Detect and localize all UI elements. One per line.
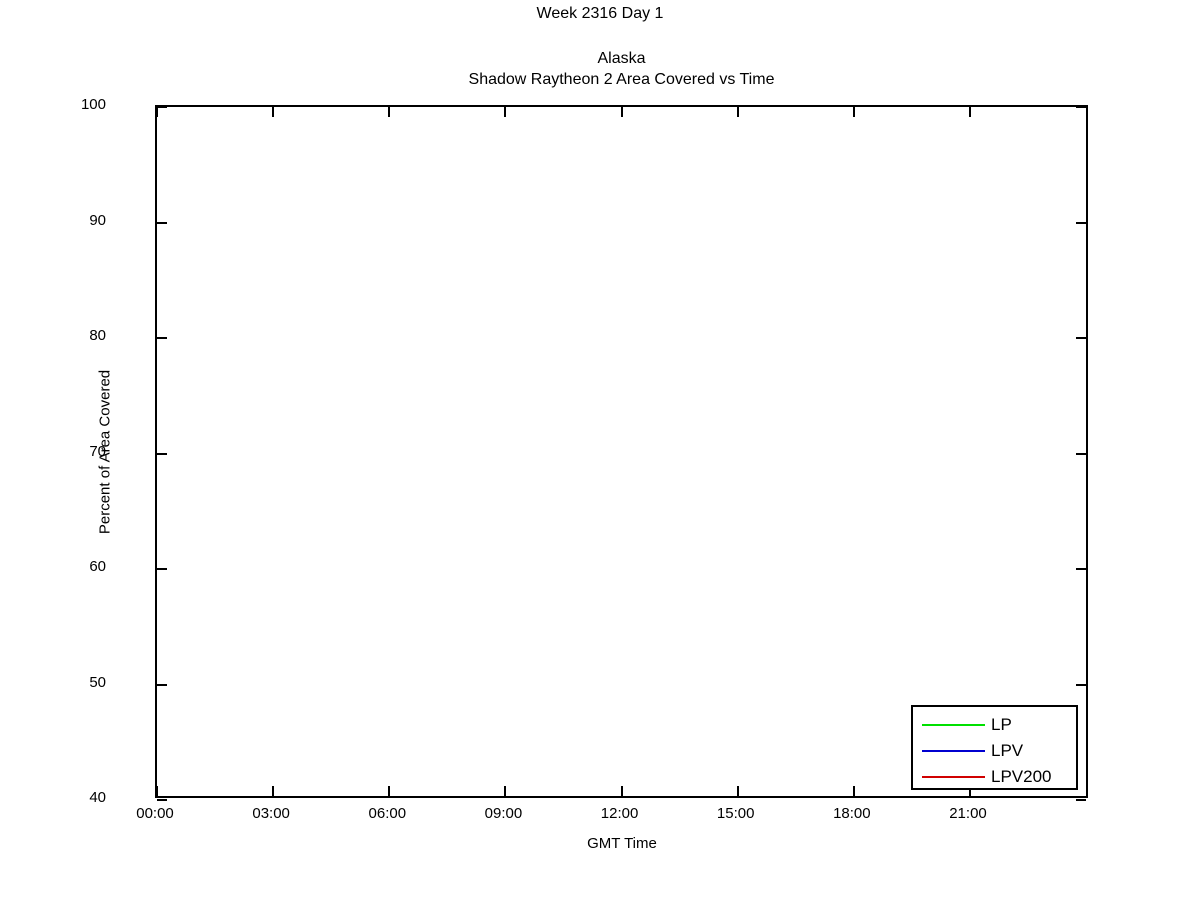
- y-tick-mark: [157, 683, 167, 686]
- y-tick-mark-right: [1076, 106, 1086, 108]
- y-tick-mark: [157, 337, 167, 339]
- x-tick-mark-top: [388, 107, 391, 117]
- x-tick-label: 12:00: [600, 805, 639, 822]
- y-tick-label: 70: [89, 442, 106, 460]
- y-tick-label: 40: [89, 789, 106, 806]
- y-tick-mark-right: [1076, 221, 1086, 224]
- y-tick-mark-right: [1076, 683, 1086, 686]
- plot-area: [157, 107, 1086, 796]
- x-tick-mark-top: [156, 107, 158, 117]
- legend-entry[interactable]: LPV: [913, 737, 1076, 764]
- legend-color-swatch: [922, 775, 985, 778]
- x-tick-mark: [388, 786, 391, 796]
- legend-entry[interactable]: LP: [913, 711, 1076, 738]
- x-tick-label: 00:00: [136, 805, 174, 822]
- x-tick-mark: [156, 786, 158, 796]
- y-tick-mark-right: [1076, 799, 1086, 801]
- y-tick-mark: [157, 799, 167, 801]
- x-tick-mark: [736, 786, 739, 796]
- y-tick-mark-right: [1076, 452, 1086, 455]
- legend-entry[interactable]: LPV200: [913, 763, 1076, 790]
- x-tick-label: 06:00: [368, 805, 407, 822]
- chart-title: Alaska: [597, 50, 646, 67]
- x-tick-label: 09:00: [484, 805, 523, 822]
- y-tick-label: 60: [89, 558, 106, 575]
- x-tick-label: 18:00: [833, 805, 871, 822]
- series-canvas: [157, 107, 1086, 796]
- x-tick-mark-top: [736, 107, 739, 117]
- x-tick-label: 21:00: [949, 805, 987, 822]
- x-tick-mark-top: [620, 107, 623, 117]
- x-tick-mark: [852, 786, 855, 796]
- legend-color-swatch: [922, 749, 985, 752]
- chart-legend[interactable]: LP LPV LPV200: [911, 705, 1078, 790]
- chart-subtitle: Shadow Raytheon 2 Area Covered vs Time: [468, 71, 775, 88]
- x-tick-label: 03:00: [252, 805, 290, 822]
- y-tick-mark-right: [1076, 337, 1086, 339]
- x-tick-mark-top: [852, 107, 855, 117]
- x-tick-mark: [620, 786, 623, 796]
- x-tick-mark-top: [504, 107, 507, 117]
- y-tick-mark: [157, 452, 167, 455]
- x-axis-label-text: GMT Time: [587, 835, 657, 852]
- x-tick-mark: [968, 786, 971, 796]
- x-axis-label: GMT Time: [0, 835, 1200, 853]
- y-tick-mark: [157, 106, 167, 108]
- y-tick-mark: [157, 221, 167, 224]
- figure-suptitle: Week 2316 Day 1: [536, 5, 664, 22]
- x-tick-mark: [272, 786, 275, 796]
- x-tick-mark-top: [272, 107, 275, 117]
- legend-entry-label: LPV: [991, 741, 1024, 760]
- y-tick-label: 50: [89, 673, 106, 691]
- legend-entry-label: LP: [991, 715, 1012, 734]
- x-tick-mark: [504, 786, 507, 796]
- chart-title-block: Alaska Shadow Raytheon 2 Area Covered vs…: [155, 48, 1088, 90]
- y-tick-label: 90: [89, 211, 106, 229]
- plot-axes: [155, 105, 1088, 801]
- y-tick-mark: [157, 568, 167, 570]
- x-tick-label: 15:00: [716, 805, 755, 822]
- legend-color-swatch: [922, 723, 985, 726]
- y-tick-mark-right: [1076, 568, 1086, 570]
- x-tick-mark-top: [968, 107, 971, 117]
- y-tick-label: 80: [89, 327, 106, 344]
- y-tick-label: 100: [80, 96, 106, 113]
- legend-entry-label: LPV200: [991, 767, 1052, 786]
